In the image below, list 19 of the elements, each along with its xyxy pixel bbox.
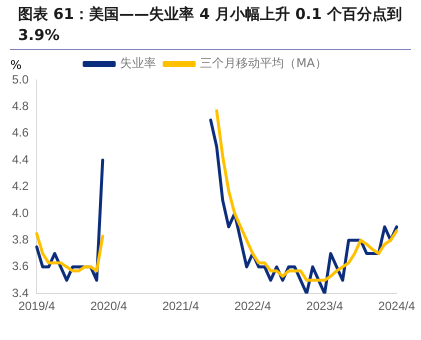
x-tick-label: 2024/4 [378,299,416,314]
x-tick-label: 2023/4 [306,299,344,314]
y-tick-label: 4.8 [12,99,29,114]
y-tick-label: 4.6 [12,126,29,140]
y-tick-label: 3.8 [12,232,29,247]
x-tick-label: 2021/4 [162,299,200,314]
x-tick-label: 2020/4 [90,299,128,314]
y-axis-title: % [10,58,22,72]
x-tick-label: 2022/4 [234,299,272,314]
y-tick-label: 3.6 [12,259,29,274]
y-tick-label: 3.4 [12,286,29,300]
y-tick-label: 5.0 [12,72,29,86]
y-tick-label: 4.0 [12,206,29,220]
legend-label: 三个月移动平均（MA） [200,56,327,70]
y-tick-label: 4.4 [12,152,29,166]
x-tick-label: 2019/4 [18,299,56,314]
y-tick-label: 4.2 [12,179,29,194]
legend-label: 失业率 [120,56,156,70]
chart-title: 图表 61：美国——失业率 4 月小幅上升 0.1 个百分点到 3.9% [17,4,403,46]
